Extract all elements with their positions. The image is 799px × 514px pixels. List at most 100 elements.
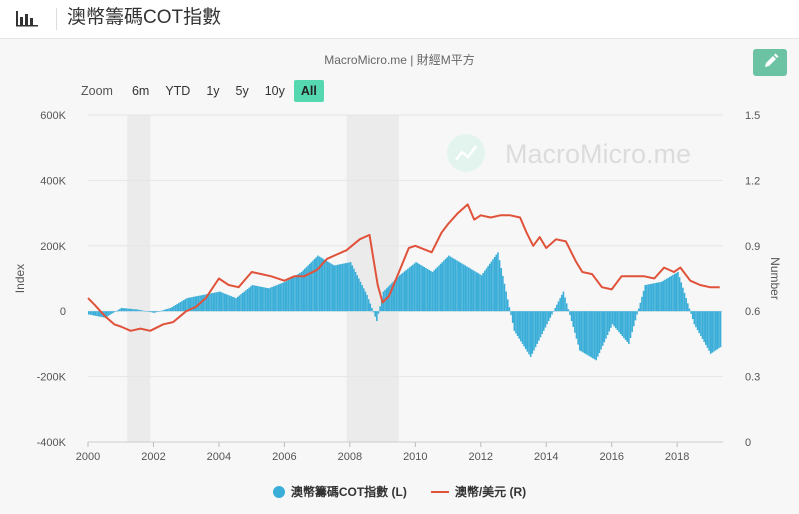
x-tick-label: 2014 — [534, 451, 558, 463]
cot-bar — [526, 311, 529, 352]
cot-bar — [518, 311, 521, 339]
cot-bar — [680, 282, 683, 312]
cot-bar — [402, 272, 404, 312]
left-tick-label: -200K — [37, 372, 67, 384]
edit-button[interactable] — [753, 49, 787, 76]
cot-bar — [235, 298, 237, 312]
cot-bar — [464, 265, 467, 312]
cot-bar — [691, 311, 694, 320]
cot-bar — [119, 308, 121, 312]
cot-bar — [472, 270, 475, 312]
cot-bar — [626, 311, 629, 342]
cot-bar — [665, 278, 668, 312]
cot-bar — [318, 256, 321, 312]
cot-bar — [677, 271, 679, 312]
zoom-label: Zoom — [81, 84, 113, 98]
zoom-6m-button[interactable]: 6m — [131, 84, 150, 98]
left-tick-label: 600K — [40, 110, 66, 122]
cot-bar — [245, 290, 247, 312]
cot-bar — [467, 267, 470, 312]
cot-bar — [104, 311, 106, 318]
x-tick-label: 2016 — [599, 451, 623, 463]
cot-bar — [523, 311, 525, 347]
cot-bar — [631, 311, 633, 333]
cot-bar — [364, 291, 367, 312]
cot-bar — [459, 262, 462, 312]
cot-bar — [366, 294, 368, 312]
cot-bar — [621, 311, 624, 337]
zoom-ytd-button[interactable]: YTD — [165, 84, 191, 98]
cot-bar — [559, 298, 561, 312]
cot-bar — [403, 271, 406, 312]
cot-bar — [547, 311, 550, 322]
zoom-10y-button[interactable]: 10y — [264, 84, 285, 98]
x-tick-label: 2010 — [403, 451, 427, 463]
cot-bar — [562, 291, 565, 312]
right-tick-label: 0.6 — [745, 306, 760, 318]
cot-bar — [228, 295, 231, 312]
cot-bar — [243, 291, 246, 312]
legend-item-cot[interactable]: 澳幣籌碼COT指數 (L) — [272, 483, 407, 500]
cot-bar — [307, 265, 309, 312]
cot-bar — [448, 255, 450, 312]
cot-bar — [279, 283, 282, 312]
cot-bar — [330, 263, 332, 312]
cot-bar — [146, 311, 149, 312]
legend-item-audusd[interactable]: 澳幣/美元 (R) — [430, 483, 526, 500]
cot-bar — [598, 311, 601, 354]
cot-bar — [521, 311, 524, 344]
zoom-all-button[interactable]: All — [293, 80, 324, 102]
cot-bar — [405, 269, 408, 312]
cot-bar — [389, 285, 391, 312]
cot-bar — [114, 311, 116, 312]
right-tick-label: 0.9 — [745, 241, 760, 253]
cot-bar — [480, 275, 483, 312]
cot-bar — [282, 282, 285, 312]
cot-bar — [400, 273, 403, 312]
cot-bar — [232, 296, 234, 312]
cot-bar — [122, 308, 124, 312]
cot-bar — [297, 273, 300, 312]
x-tick-label: 2000 — [76, 451, 100, 463]
cot-bar — [305, 267, 308, 312]
cot-bar — [708, 311, 710, 351]
cot-bar — [312, 260, 314, 312]
cot-bar — [376, 311, 378, 322]
cot-bar — [493, 256, 496, 312]
cot-bar — [636, 311, 638, 315]
cot-bar — [407, 268, 409, 312]
cot-bar — [488, 263, 491, 312]
cot-bar — [423, 267, 426, 312]
cot-bar — [454, 259, 457, 312]
cot-bar — [266, 287, 268, 312]
zoom-1y-button[interactable]: 1y — [206, 84, 220, 98]
recession-band-0 — [127, 115, 151, 442]
cot-bar — [145, 311, 147, 312]
cot-bar — [263, 287, 265, 312]
cot-bar — [209, 293, 211, 312]
cot-bar — [343, 263, 345, 312]
cot-bar — [200, 295, 203, 312]
cot-bar — [506, 299, 509, 312]
cot-bar — [308, 263, 311, 312]
cot-bar — [718, 311, 720, 349]
cot-bar — [155, 311, 157, 313]
cot-bar — [601, 311, 604, 346]
cot-bar — [336, 264, 339, 312]
cot-bar — [421, 266, 424, 312]
cot-bar — [500, 268, 503, 312]
cot-bar — [377, 311, 380, 314]
cot-bar — [392, 281, 395, 312]
cot-bar — [156, 311, 159, 312]
cot-bar — [153, 311, 156, 313]
cot-bar — [106, 311, 108, 317]
cot-bar — [359, 281, 362, 312]
cot-bar — [428, 269, 431, 312]
cot-bar — [654, 283, 656, 312]
zoom-5y-button[interactable]: 5y — [235, 84, 249, 98]
cot-bar — [292, 276, 295, 312]
cot-bar — [704, 311, 707, 345]
cot-bar — [92, 311, 95, 316]
cot-bar — [340, 264, 342, 312]
cot-bar — [138, 309, 141, 312]
